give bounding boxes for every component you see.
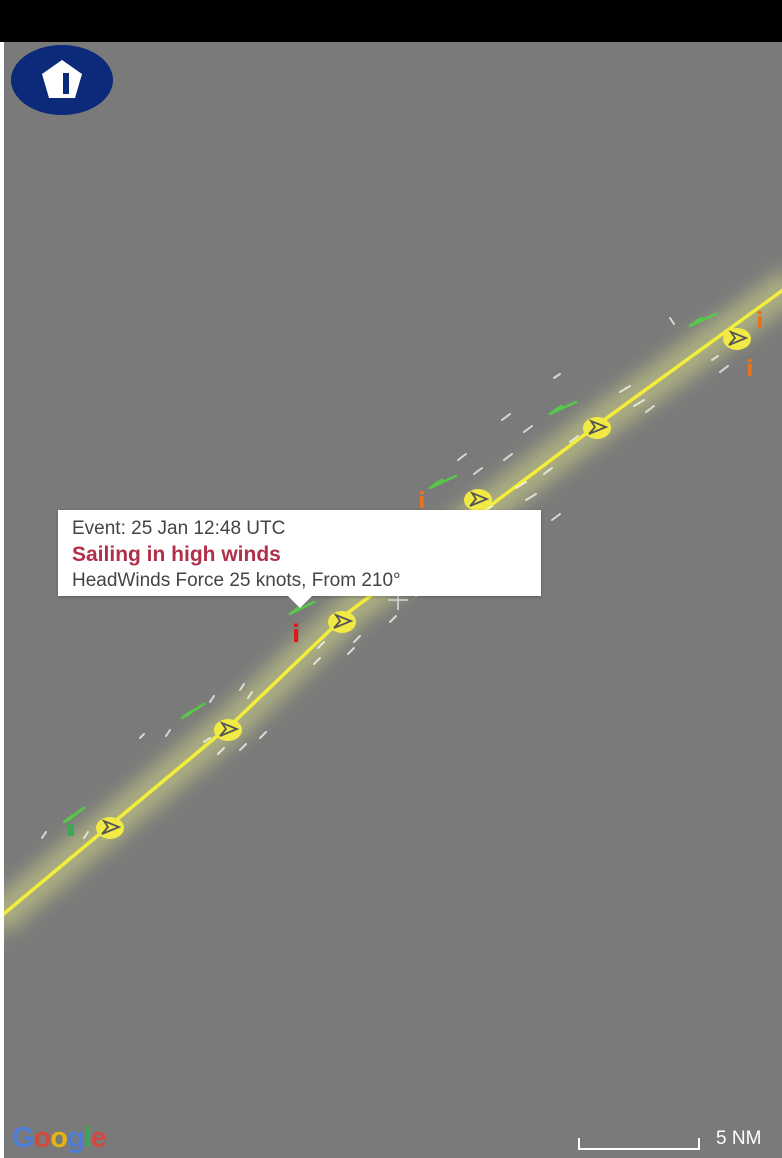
route-overlay: i i i i xyxy=(4,269,782,936)
wind-barbs xyxy=(62,312,718,824)
track-line xyxy=(4,288,782,916)
boat-arrow-icon xyxy=(464,489,492,511)
google-letter: e xyxy=(90,1122,107,1154)
scale-line xyxy=(578,1138,700,1150)
google-letter: o xyxy=(33,1122,52,1154)
svg-text:i: i xyxy=(292,620,300,648)
popup-title: Sailing in high winds xyxy=(72,543,281,566)
popup-detail: HeadWinds Force 25 knots, From 210° xyxy=(72,570,401,591)
map-border xyxy=(0,42,4,1158)
logo-button[interactable] xyxy=(11,45,113,115)
google-letter: o xyxy=(50,1122,68,1154)
event-popup[interactable]: Event: 25 Jan 12:48 UTC Sailing in high … xyxy=(58,510,541,608)
scale-bar xyxy=(578,1132,708,1154)
boat-arrow-icon xyxy=(214,719,242,741)
popup-event-time: Event: 25 Jan 12:48 UTC xyxy=(72,518,286,539)
wind-barb-icon xyxy=(428,474,458,490)
svg-text:i: i xyxy=(756,309,764,334)
pentagon-logo-icon xyxy=(42,60,82,98)
google-logo: Google xyxy=(12,1122,107,1155)
boat-arrow-icon xyxy=(328,611,356,633)
wind-streaks xyxy=(41,317,729,839)
google-letter: g xyxy=(67,1122,85,1154)
status-bar xyxy=(0,0,782,42)
map-view[interactable]: i i i i xyxy=(4,42,782,1158)
scale-label: 5 NM xyxy=(716,1128,762,1149)
boat-arrow-icon xyxy=(96,817,124,839)
google-letter: l xyxy=(83,1122,92,1154)
info-marker-icon: i i i i xyxy=(292,309,764,648)
wind-barb-icon xyxy=(688,312,718,328)
wind-marker-stem xyxy=(68,824,74,836)
wind-barb-icon xyxy=(62,806,86,824)
boat-arrow-icon xyxy=(583,417,611,439)
google-letter: G xyxy=(12,1122,35,1154)
svg-text:i: i xyxy=(418,489,426,514)
boat-arrow-icon xyxy=(723,328,751,350)
boat-markers xyxy=(96,328,751,839)
svg-text:i: i xyxy=(746,357,754,382)
wind-barb-icon xyxy=(180,702,206,720)
wind-barb-icon xyxy=(548,400,578,416)
